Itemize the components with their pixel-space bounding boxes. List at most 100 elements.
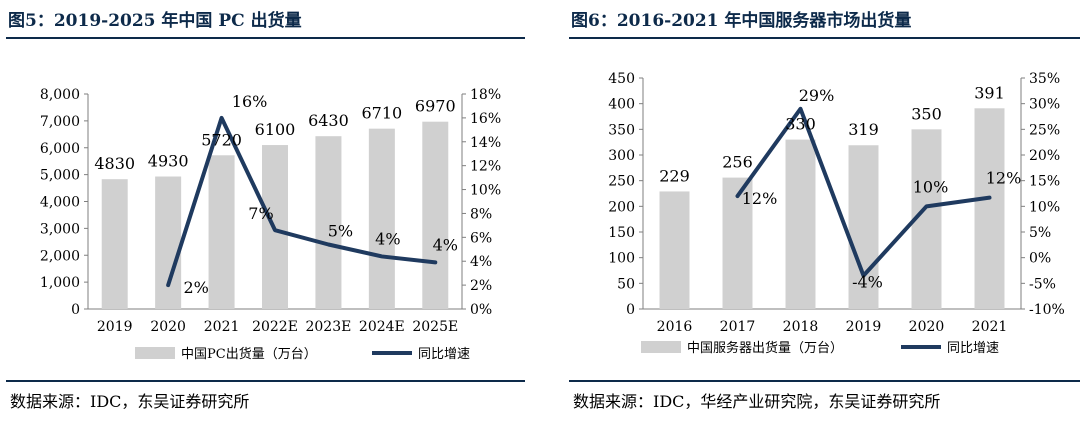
figure-title: 图5：2019-2025 年中国 PC 出货量	[8, 11, 302, 31]
bar-value-label: 350	[911, 104, 942, 123]
line-point	[862, 274, 865, 278]
bar	[155, 176, 182, 309]
left-axis-tick-label: 450	[608, 71, 635, 87]
bar	[659, 191, 690, 309]
right-axis-tick-label: 10%	[1029, 199, 1060, 215]
figure-6-panel: 图6：2016-2021 年中国服务器市场出货量 0 50 100 150 200 250…	[563, 0, 1080, 421]
right-axis-tick-label: 14%	[470, 135, 501, 151]
source-note: 数据来源：IDC，东吴证券研究所	[10, 392, 250, 411]
bar-value-label: 6970	[415, 97, 456, 116]
right-axis-tick-label: 2%	[470, 278, 492, 294]
right-axis-tick-label: 20%	[1029, 148, 1060, 164]
left-axis-tick-label: 400	[608, 97, 635, 113]
source-divider	[6, 380, 525, 382]
bar-value-label: 6100	[255, 120, 296, 139]
x-axis-tick-label: 2019	[846, 319, 882, 335]
bar-value-label: 229	[659, 166, 690, 185]
x-axis-tick-label: 2021	[204, 319, 240, 335]
left-axis-tick-label: 3,000	[40, 221, 80, 237]
right-axis-tick-label: -5%	[1029, 276, 1056, 292]
title-divider	[6, 37, 525, 39]
bar	[315, 136, 342, 309]
line-point	[273, 228, 277, 232]
line-value-label: 7%	[248, 204, 273, 223]
left-axis-tick-label: 2,000	[40, 248, 80, 264]
growth-line	[166, 115, 438, 288]
left-axis-tick-label: 7,000	[40, 114, 80, 130]
bar-value-label: 6430	[308, 111, 349, 130]
bar	[422, 121, 449, 310]
line-point	[988, 196, 991, 200]
x-axis-tick-label: 2020	[150, 319, 186, 335]
x-axis-tick-label: 2020	[909, 319, 945, 335]
right-axis-tick-label: 0%	[1029, 251, 1051, 267]
x-axis-tick-label: 2019	[97, 319, 133, 335]
right-axis-tick-label: 4%	[470, 254, 492, 270]
line-point	[736, 194, 739, 198]
right-axis-tick-label: 35%	[1029, 71, 1060, 87]
right-axis-tick-label: 5%	[1029, 225, 1051, 241]
x-axis-tick-label: 2022E	[252, 319, 298, 335]
right-axis-tick-label: -10%	[1029, 302, 1065, 318]
line-point	[799, 107, 802, 111]
right-axis-tick-label: 25%	[1029, 122, 1060, 138]
legend-bar-swatch	[135, 347, 175, 359]
x-axis-tick-label: 2021	[972, 319, 1008, 335]
right-axis-tick-label: 16%	[470, 111, 501, 127]
x-axis-tick-label: 2018	[783, 319, 819, 335]
legend-line-label: 同比增速	[418, 347, 470, 362]
bar-value-label: 6710	[361, 104, 402, 123]
legend-bar-label: 中国PC出货量（万台）	[181, 346, 317, 362]
bar	[208, 155, 235, 309]
right-axis-tick-label: 18%	[470, 87, 501, 103]
legend-line-label: 同比增速	[947, 341, 999, 356]
left-axis-tick-label: 250	[608, 174, 635, 190]
bar	[785, 139, 816, 309]
line-value-label: 12%	[742, 189, 778, 208]
bar	[974, 108, 1005, 309]
bar-value-label: 391	[974, 83, 1005, 102]
figure-title: 图6：2016-2021 年中国服务器市场出货量	[571, 11, 912, 31]
line-point	[925, 204, 928, 208]
line-point	[433, 260, 437, 264]
bar-value-label: 256	[722, 153, 753, 172]
right-axis-tick-label: 30%	[1029, 97, 1060, 113]
left-axis-tick-label: 6,000	[40, 141, 80, 157]
line-point	[220, 116, 224, 120]
right-axis-tick-label: 6%	[470, 230, 492, 246]
title-divider	[569, 37, 1080, 39]
line-value-label: 4%	[433, 235, 458, 254]
bar-value-label: 4930	[148, 152, 189, 171]
right-axis-tick-label: 12%	[470, 159, 501, 175]
left-axis-tick-label: 50	[617, 276, 635, 292]
line-value-label: 12%	[986, 169, 1022, 188]
bar	[368, 128, 395, 309]
legend-bar-swatch	[641, 341, 681, 353]
line-value-label: -4%	[852, 273, 883, 292]
bar-value-label: 330	[785, 115, 816, 134]
line-value-label: 16%	[232, 92, 268, 111]
left-axis-tick-label: 4,000	[40, 195, 80, 211]
left-axis-tick-label: 0	[71, 302, 80, 318]
line-value-label: 2%	[183, 278, 208, 297]
x-axis-tick-label: 2017	[720, 319, 756, 335]
right-axis-tick-label: 10%	[470, 183, 501, 199]
left-axis-tick-label: 200	[608, 199, 635, 215]
right-axis-tick-label: 15%	[1029, 174, 1060, 190]
left-axis-tick-label: 1,000	[40, 275, 80, 291]
legend-bar-label: 中国服务器出货量（万台）	[687, 340, 843, 356]
x-axis-tick-label: 2023E	[305, 319, 351, 335]
bar	[722, 177, 753, 309]
bar-value-label: 5720	[201, 130, 242, 149]
line-value-label: 29%	[799, 86, 835, 105]
bar	[101, 179, 128, 309]
left-axis-tick-label: 8,000	[40, 87, 80, 103]
bar-value-label: 319	[848, 120, 879, 139]
source-divider	[569, 380, 1080, 382]
line-point	[326, 243, 330, 246]
source-note: 数据来源：IDC，华经产业研究院，东吴证券研究所	[573, 392, 941, 411]
right-axis-tick-label: 0%	[470, 302, 492, 318]
pc-shipments-chart: 0 1,000 2,000 3,000 4,000 5,000 6,000 7,000 8,00…	[40, 87, 501, 362]
bar-value-label: 4830	[94, 154, 135, 173]
line-value-label: 5%	[328, 222, 353, 241]
